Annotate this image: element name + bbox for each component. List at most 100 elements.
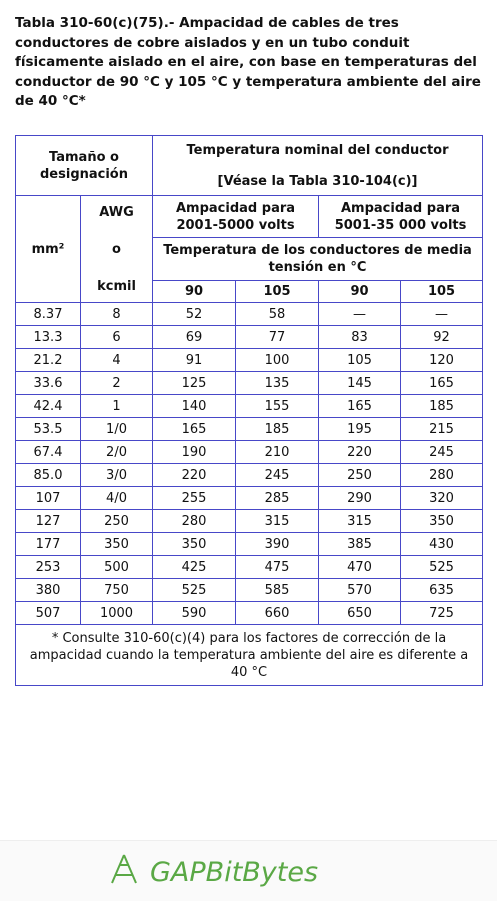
cell: 8.37	[15, 302, 81, 326]
cell: 220	[318, 440, 402, 464]
cell: 195	[318, 417, 402, 441]
cell: 52	[152, 302, 237, 326]
cell: 165	[400, 371, 484, 395]
cell: 315	[318, 509, 402, 533]
cell: 210	[235, 440, 320, 464]
cell: 750	[79, 578, 154, 602]
cell: 42.4	[15, 394, 81, 418]
cell: 4/0	[79, 486, 154, 510]
cell: 635	[400, 578, 484, 602]
media-header: Temperatura de los conductores de media …	[152, 237, 484, 281]
temp: 105	[400, 280, 484, 303]
cell: 165	[318, 394, 402, 418]
cell: 315	[235, 509, 320, 533]
cell: 13.3	[15, 325, 81, 349]
cell: 140	[152, 394, 237, 418]
awg: AWG	[99, 204, 134, 220]
cell: 250	[318, 463, 402, 487]
cell: 525	[152, 578, 237, 602]
cell: 285	[235, 486, 320, 510]
cell: 185	[235, 417, 320, 441]
cell: 350	[152, 532, 237, 556]
logo: GAPBitBytes	[111, 854, 318, 888]
cell: 4	[79, 348, 154, 372]
cell: 67.4	[15, 440, 81, 464]
cell: 53.5	[15, 417, 81, 441]
temp: 90	[152, 280, 237, 303]
cell: 380	[15, 578, 81, 602]
cell: 470	[318, 555, 402, 579]
amp-low: Ampacidad para 2001-5000 volts	[152, 195, 320, 238]
cell: 33.6	[15, 371, 81, 395]
cell: 245	[400, 440, 484, 464]
cell: 290	[318, 486, 402, 510]
table-row: 127 250 280 315 315 350	[15, 509, 484, 533]
cell: 245	[235, 463, 320, 487]
temp-ref: [Véase la Tabla 310-104(c)]	[217, 173, 418, 189]
footnote-row: * Consulte 310-60(c)(4) para los factore…	[14, 624, 484, 686]
cell: 91	[152, 348, 237, 372]
table-row: 507 1000 590 660 650 725	[15, 601, 484, 625]
cell: 120	[400, 348, 484, 372]
cell: 507	[15, 601, 81, 625]
cell: 8	[79, 302, 154, 326]
cell: 280	[152, 509, 237, 533]
table-row: 253 500 425 475 470 525	[15, 555, 484, 579]
cell: 100	[235, 348, 320, 372]
cell: 475	[235, 555, 320, 579]
table-row: 67.4 2/0 190 210 220 245	[15, 440, 484, 464]
cell: 165	[152, 417, 237, 441]
mm-header: mm²	[15, 195, 81, 303]
cell: 255	[152, 486, 237, 510]
temp: 105	[235, 280, 320, 303]
cell: 220	[152, 463, 237, 487]
amp-high: Ampacidad para 5001-35 000 volts	[318, 195, 484, 238]
table-row: 8.37 8 52 58— —	[15, 302, 484, 326]
awg-header: AWG o kcmil	[79, 195, 154, 303]
cell: 92	[400, 325, 484, 349]
ampacity-table: Tamaño o designación Temperatura nominal…	[14, 135, 484, 686]
cell: 725	[400, 601, 484, 625]
cell: 83	[318, 325, 402, 349]
cell: 590	[152, 601, 237, 625]
cell: 650	[318, 601, 402, 625]
cell: 155	[235, 394, 320, 418]
cell: 3/0	[79, 463, 154, 487]
cell: 280	[400, 463, 484, 487]
cell: —	[400, 302, 484, 326]
table-row: 21.2 4 91 100 105 120	[15, 348, 484, 372]
cell: 85.0	[15, 463, 81, 487]
temp-title: Temperatura nominal del conductor	[186, 142, 449, 158]
table-row: 85.0 3/0 220 245 250 280	[15, 463, 484, 487]
cell: 1000	[79, 601, 154, 625]
cell: 190	[152, 440, 237, 464]
cell: 58	[235, 302, 320, 326]
cell: 145	[318, 371, 402, 395]
footnote: * Consulte 310-60(c)(4) para los factore…	[14, 624, 484, 686]
cell: 135	[235, 371, 320, 395]
cell: 127	[15, 509, 81, 533]
table-row: 13.3 6 69 77 83 92	[15, 325, 484, 349]
cell: 2	[79, 371, 154, 395]
table-row: 33.6 2 125 135 145 165	[15, 371, 484, 395]
cell: 500	[79, 555, 154, 579]
footer: GAPBitBytes	[0, 840, 497, 901]
cell: 185	[400, 394, 484, 418]
temp-header: Temperatura nominal del conductor [Véase …	[152, 135, 484, 196]
cell: 177	[15, 532, 81, 556]
table-row: 177 350 350 390 385 430	[15, 532, 484, 556]
cell: 215	[400, 417, 484, 441]
cell: 320	[400, 486, 484, 510]
cell: 350	[79, 532, 154, 556]
cell: 525	[400, 555, 484, 579]
cell: 1	[79, 394, 154, 418]
cell: 253	[15, 555, 81, 579]
logo-icon	[111, 854, 137, 884]
cell: 350	[400, 509, 484, 533]
table-row: 380 750 525 585 570 635	[15, 578, 484, 602]
cell: 105	[318, 348, 402, 372]
cell: 77	[235, 325, 320, 349]
cell: 21.2	[15, 348, 81, 372]
awg-o: o	[112, 241, 121, 257]
cell: 425	[152, 555, 237, 579]
